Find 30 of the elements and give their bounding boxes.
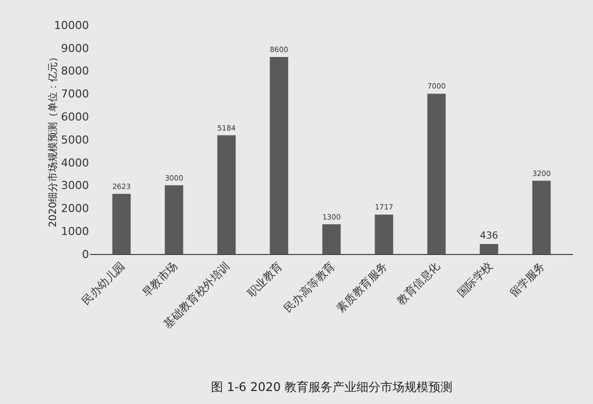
- caption: 图 1-6 2020 教育服务产业细分市场规模预测: [211, 380, 453, 394]
- y-tick-label: 4000: [61, 156, 89, 170]
- y-tick-label: 6000: [61, 110, 89, 124]
- bar: [322, 224, 341, 254]
- y-tick-label: 9000: [61, 42, 89, 55]
- bar: [532, 180, 551, 254]
- y-tick-label: 3000: [61, 179, 89, 192]
- bar: [374, 214, 394, 254]
- y-tick-label: 8000: [61, 64, 89, 78]
- x-tick-label: 留学服务: [507, 260, 548, 300]
- x-tick-label: 教育信息化: [394, 260, 443, 308]
- y-tick-label: 1000: [61, 224, 89, 238]
- bar: [427, 94, 446, 254]
- x-tick-label: 职业教育: [244, 260, 286, 300]
- bar: [217, 135, 236, 254]
- y-tick-label: 5000: [61, 133, 89, 146]
- y-tick-label: 7000: [61, 88, 89, 101]
- y-axis-title: 2020细分市场规模预测（单位：亿元）: [47, 52, 59, 228]
- y-tick-label: 10000: [54, 18, 89, 32]
- bar: [270, 57, 288, 254]
- bar: [112, 194, 131, 254]
- x-tick-label: 国际学校: [454, 260, 496, 300]
- x-tick-label: 素质教育服务: [334, 260, 390, 316]
- data-label: 436: [480, 230, 498, 242]
- bar: [164, 185, 184, 254]
- bar: [480, 244, 498, 254]
- y-tick-label: 0: [82, 248, 89, 261]
- x-tick-label: 早教市场: [140, 260, 180, 300]
- y-tick-label: 2000: [61, 202, 89, 216]
- x-tick-label: 民办幼儿园: [79, 260, 128, 308]
